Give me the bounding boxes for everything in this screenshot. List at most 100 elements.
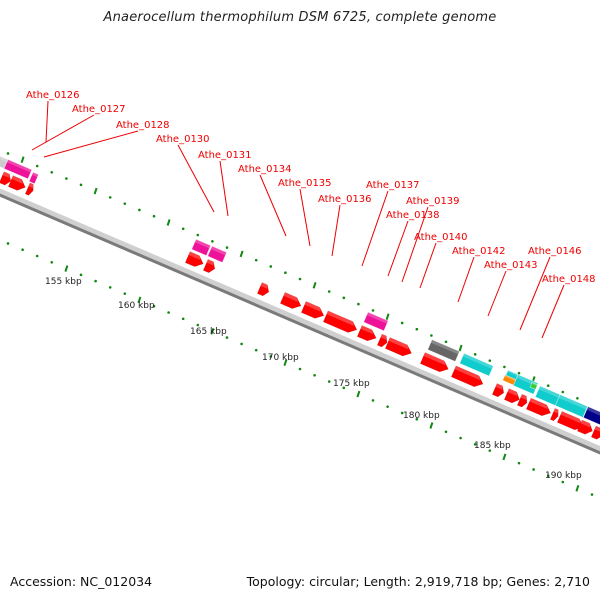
cds-arrow-shape bbox=[516, 393, 528, 408]
feature-gray-highlight bbox=[430, 339, 460, 355]
feature-navy-shape bbox=[582, 406, 600, 426]
minor-tick bbox=[473, 443, 477, 446]
label-leader-line bbox=[519, 256, 551, 331]
minor-tick bbox=[6, 152, 10, 155]
scale-label: 175 kbp bbox=[333, 379, 370, 389]
label-leader-line bbox=[219, 160, 229, 217]
genome-summary-text: Topology: circular; Length: 2,919,718 bp… bbox=[246, 574, 590, 589]
cds-arrow-shape bbox=[576, 419, 593, 435]
major-tick bbox=[166, 219, 171, 226]
cds-arrow bbox=[184, 251, 204, 267]
scale-labels: 155 kbp 160 kbp 165 kbp 170 kbp 175 kbp 180 k… bbox=[45, 277, 582, 481]
minor-tick bbox=[371, 399, 375, 402]
minor-tick bbox=[503, 365, 506, 369]
minor-tick bbox=[138, 208, 141, 212]
cds-arrow bbox=[322, 310, 358, 333]
minor-tick bbox=[50, 260, 54, 264]
feature-cyan bbox=[459, 352, 494, 377]
feature-gray bbox=[427, 339, 460, 362]
gene-label: Athe_0138 bbox=[386, 210, 440, 221]
cds-arrow bbox=[279, 292, 302, 309]
minor-tick bbox=[298, 367, 302, 371]
cds-arrow-shape bbox=[300, 301, 325, 319]
gene-label: Athe_0126 bbox=[26, 90, 80, 101]
cds-arrow bbox=[384, 337, 412, 357]
gene-label: Athe_0128 bbox=[116, 120, 170, 131]
gene-label: Athe_0136 bbox=[318, 194, 372, 205]
cds-arrow bbox=[576, 419, 593, 435]
cds-arrow-shape bbox=[450, 365, 484, 388]
feature-pink-small-highlight bbox=[31, 172, 39, 178]
feature-green bbox=[529, 382, 538, 390]
cds-arrow-highlight bbox=[360, 325, 374, 335]
minor-tick bbox=[254, 348, 258, 352]
minor-tick bbox=[313, 373, 316, 377]
minor-tick bbox=[444, 430, 448, 434]
label-leader-line bbox=[541, 284, 565, 339]
major-tick bbox=[239, 250, 244, 258]
cds-arrow-highlight bbox=[380, 334, 387, 340]
minor-tick bbox=[517, 371, 521, 375]
feature-pink-small bbox=[28, 171, 39, 185]
minor-tick bbox=[576, 396, 579, 400]
minor-tick bbox=[211, 240, 214, 243]
cds-arrow-shape bbox=[279, 292, 302, 309]
label-leader-line bbox=[419, 242, 437, 289]
minor-tick bbox=[269, 355, 273, 358]
genome-backbone bbox=[0, 188, 600, 455]
scale-label: 190 kbp bbox=[545, 471, 582, 481]
cds-arrow-shape bbox=[549, 408, 559, 422]
cds-arrow-shape bbox=[322, 310, 358, 333]
minor-tick bbox=[35, 164, 39, 168]
minor-tick bbox=[298, 277, 302, 281]
feature-pink-shape bbox=[191, 238, 212, 256]
cds-arrow bbox=[516, 393, 528, 408]
cds-arrow-highlight bbox=[304, 301, 321, 312]
minor-tick bbox=[400, 321, 404, 325]
cds-arrow-highlight bbox=[2, 171, 10, 179]
cds-arrow-highlight bbox=[507, 388, 518, 397]
major-tick bbox=[385, 313, 390, 320]
minor-tick bbox=[196, 323, 200, 327]
minor-tick bbox=[488, 449, 492, 452]
cds-arrow-highlight bbox=[560, 411, 581, 424]
major-tick bbox=[93, 187, 98, 195]
feature-gray-shape bbox=[427, 339, 460, 362]
minor-tick bbox=[532, 468, 535, 471]
minor-tick bbox=[517, 461, 521, 465]
cds-arrow-shape bbox=[384, 337, 412, 357]
feature-pink-highlight bbox=[366, 312, 389, 324]
minor-tick bbox=[357, 302, 360, 306]
cds-arrow-shape bbox=[491, 383, 505, 398]
feature-green-shape bbox=[529, 382, 538, 390]
minor-tick bbox=[459, 436, 462, 440]
label-leader-line bbox=[457, 256, 475, 303]
major-tick bbox=[502, 453, 507, 461]
minor-tick bbox=[196, 233, 200, 237]
gene-labels: Athe_0126 Athe_0127 Athe_0128 Athe_0130 Athe… bbox=[26, 90, 596, 285]
minor-tick bbox=[225, 246, 229, 249]
minor-tick bbox=[108, 286, 112, 289]
cds-arrow bbox=[202, 259, 216, 274]
minor-tick bbox=[473, 353, 477, 356]
minor-tick bbox=[21, 248, 24, 252]
cds-arrow-shape bbox=[184, 251, 204, 267]
label-leader-line bbox=[361, 190, 389, 267]
label-leader-line bbox=[331, 204, 341, 257]
cds-arrow-highlight bbox=[423, 352, 446, 366]
cds-arrow-highlight bbox=[283, 292, 299, 302]
label-leader-line bbox=[31, 114, 95, 151]
minor-tick bbox=[181, 227, 185, 231]
major-tick bbox=[356, 390, 361, 398]
gene-label: Athe_0139 bbox=[406, 196, 460, 207]
cds-arrow-highlight bbox=[553, 408, 559, 414]
cds-arrow bbox=[24, 182, 34, 196]
label-leader-line bbox=[43, 130, 139, 158]
inner-scale-track bbox=[6, 242, 594, 496]
cds-arrow-shape bbox=[0, 171, 12, 186]
cds-arrow-highlight bbox=[260, 282, 268, 289]
minor-tick bbox=[108, 196, 112, 199]
minor-tick bbox=[152, 304, 156, 308]
gene-label: Athe_0148 bbox=[542, 274, 596, 285]
